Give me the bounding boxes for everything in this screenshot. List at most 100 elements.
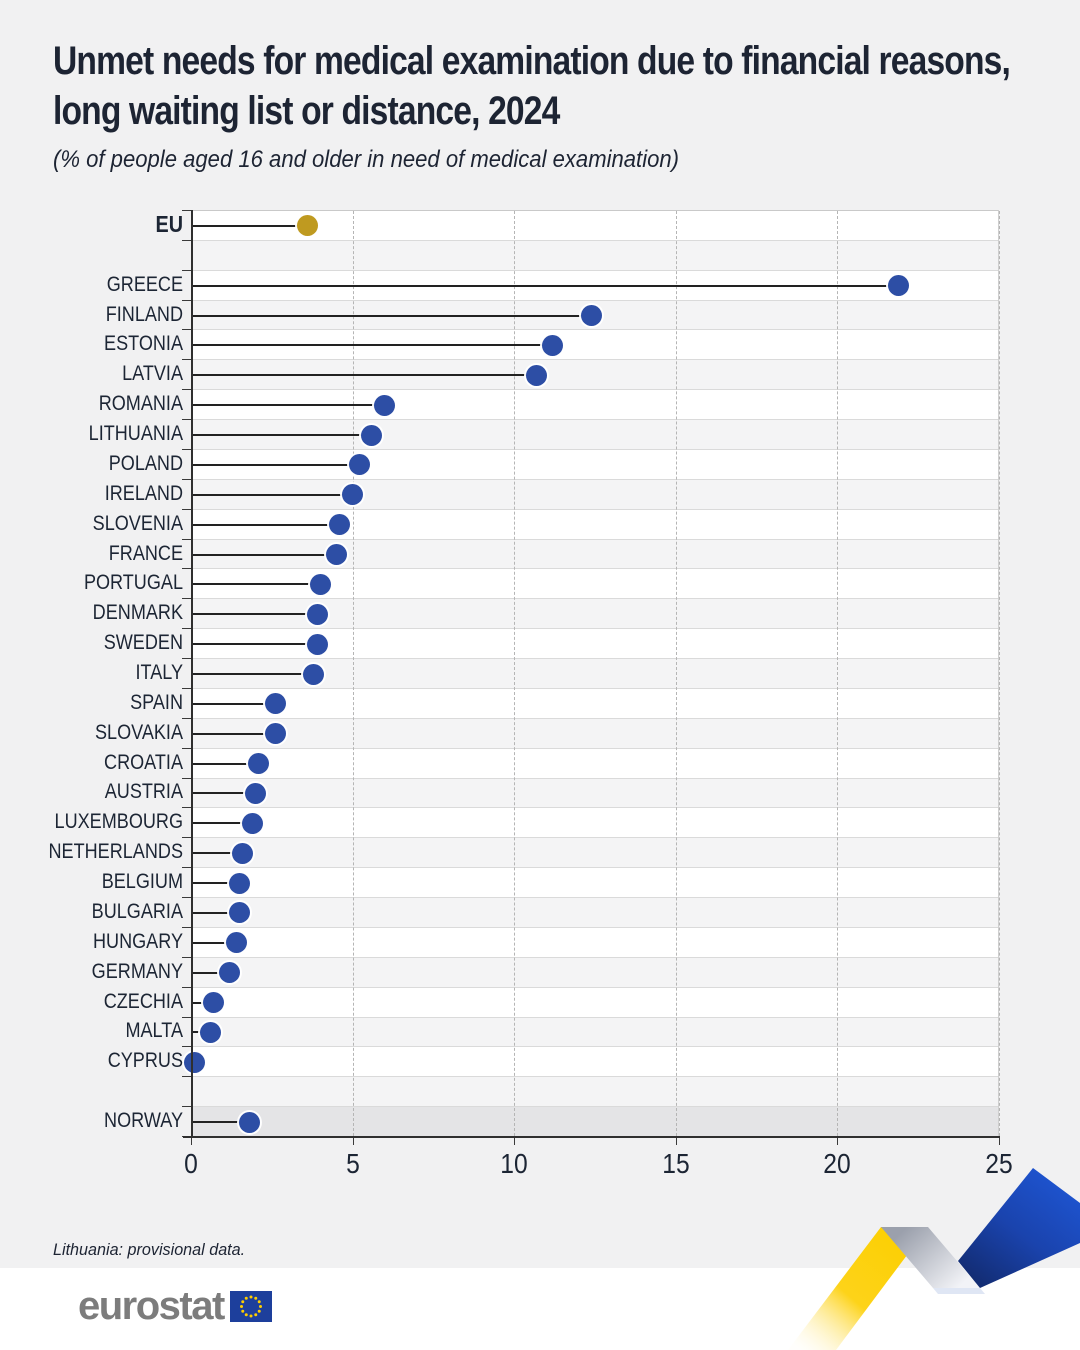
y-axis-tick bbox=[182, 837, 191, 839]
row-label-greece: GREECE bbox=[106, 272, 183, 296]
row-label-austria: AUSTRIA bbox=[104, 780, 183, 804]
row-label-slovenia: SLOVENIA bbox=[92, 511, 183, 535]
eu-flag-star bbox=[241, 1299, 245, 1303]
lollipop-dot-denmark bbox=[306, 603, 328, 625]
y-axis-tick bbox=[182, 867, 191, 869]
row-band-netherlands bbox=[191, 838, 998, 869]
y-axis-tick bbox=[182, 1016, 191, 1018]
x-axis-line bbox=[183, 1136, 1000, 1138]
lollipop-stem-italy bbox=[191, 673, 314, 675]
lollipop-stem-norway bbox=[191, 1121, 250, 1124]
row-label-eu: EU bbox=[155, 211, 183, 238]
lollipop-dot-netherlands bbox=[232, 842, 254, 864]
row-label-belgium: BELGIUM bbox=[101, 870, 183, 894]
y-axis-tick bbox=[182, 239, 191, 241]
row-label-france: FRANCE bbox=[108, 541, 183, 565]
eu-flag-star bbox=[258, 1304, 262, 1308]
lollipop-dot-poland bbox=[348, 454, 370, 476]
row-band-germany bbox=[191, 957, 998, 988]
row-label-latvia: LATVIA bbox=[122, 362, 183, 386]
lollipop-dot-croatia bbox=[248, 753, 270, 775]
lollipop-stem-netherlands bbox=[191, 852, 243, 855]
lollipop-dot-sweden bbox=[306, 633, 328, 655]
row-label-denmark: DENMARK bbox=[92, 601, 183, 625]
x-axis-tick-label-25: 25 bbox=[985, 1148, 1013, 1179]
lollipop-stem-ireland bbox=[191, 493, 353, 496]
y-axis-tick bbox=[182, 717, 191, 719]
row-label-portugal: PORTUGAL bbox=[83, 571, 183, 595]
lollipop-stem-sweden bbox=[191, 643, 318, 646]
footnote: Lithuania: provisional data. bbox=[53, 1240, 246, 1259]
lollipop-stem-hungary bbox=[191, 941, 237, 944]
row-band-bulgaria bbox=[191, 898, 998, 928]
lollipop-stem-austria bbox=[191, 792, 256, 795]
eu-flag-star bbox=[249, 1314, 253, 1317]
gridline-x-25 bbox=[999, 211, 1000, 1136]
lollipop-stem-bulgaria bbox=[191, 911, 240, 914]
y-axis-tick bbox=[182, 359, 191, 361]
x-axis-tick-10 bbox=[514, 1138, 516, 1145]
row-band-czechia bbox=[191, 987, 998, 1018]
x-axis-tick-0 bbox=[191, 1138, 192, 1145]
x-axis-tick-label-10: 10 bbox=[500, 1148, 528, 1179]
gridline-x-5 bbox=[352, 211, 354, 1136]
lollipop-stem-czechia bbox=[191, 1001, 214, 1004]
spacer-band bbox=[191, 1077, 998, 1108]
lollipop-stem-germany bbox=[191, 971, 230, 974]
row-label-czechia: CZECHIA bbox=[103, 989, 183, 1013]
row-label-luxembourg: LUXEMBOURG bbox=[54, 810, 183, 834]
eu-flag-star bbox=[241, 1309, 245, 1313]
row-band-belgium bbox=[191, 868, 998, 899]
page-title-line1: Unmet needs for medical examination due … bbox=[53, 39, 1011, 83]
lollipop-dot-ireland bbox=[342, 484, 364, 506]
eu-flag-star bbox=[249, 1295, 253, 1298]
eu-flag-star bbox=[244, 1296, 248, 1300]
row-label-slovakia: SLOVAKIA bbox=[94, 720, 183, 744]
lollipop-stem-spain bbox=[191, 702, 276, 705]
x-axis-tick-15 bbox=[675, 1138, 677, 1145]
y-axis-tick bbox=[182, 568, 191, 570]
y-axis-tick bbox=[182, 419, 191, 421]
y-axis-tick bbox=[182, 538, 191, 540]
y-axis-tick bbox=[182, 747, 191, 749]
y-axis-line bbox=[191, 210, 193, 1136]
y-axis-tick bbox=[182, 658, 191, 660]
x-axis-tick-label-5: 5 bbox=[345, 1148, 360, 1179]
lollipop-dot-estonia bbox=[542, 334, 564, 356]
y-axis-tick bbox=[182, 210, 191, 211]
row-label-netherlands: NETHERLANDS bbox=[48, 840, 184, 864]
row-band-cyprus bbox=[191, 1047, 998, 1078]
row-label-estonia: ESTONIA bbox=[104, 332, 183, 356]
eu-flag-star bbox=[257, 1309, 261, 1313]
y-axis-tick bbox=[182, 926, 191, 928]
lollipop-stem-croatia bbox=[191, 762, 259, 765]
lollipop-dot-portugal bbox=[309, 573, 331, 595]
y-axis-tick bbox=[182, 508, 191, 510]
lollipop-stem-finland bbox=[191, 314, 592, 317]
lollipop-dot-france bbox=[325, 544, 347, 566]
lollipop-stem-lithuania bbox=[191, 434, 372, 437]
lollipop-stem-luxembourg bbox=[191, 822, 253, 825]
y-axis-tick bbox=[182, 448, 191, 450]
lollipop-dot-hungary bbox=[225, 932, 247, 954]
y-axis-tick bbox=[182, 986, 191, 988]
lollipop-dot-italy bbox=[303, 663, 325, 685]
x-axis-tick-20 bbox=[837, 1138, 839, 1145]
lollipop-stem-slovenia bbox=[191, 523, 340, 526]
lollipop-dot-slovakia bbox=[264, 723, 286, 745]
lollipop-dot-romania bbox=[374, 394, 396, 416]
eu-flag-star bbox=[254, 1296, 258, 1300]
row-label-hungary: HUNGARY bbox=[93, 929, 183, 953]
lollipop-dot-czechia bbox=[203, 992, 225, 1014]
lollipop-dot-luxembourg bbox=[241, 812, 263, 834]
y-axis-tick bbox=[182, 628, 191, 630]
y-axis-tick bbox=[182, 956, 191, 958]
y-axis-tick bbox=[182, 329, 191, 331]
row-band-austria bbox=[191, 778, 998, 809]
row-label-sweden: SWEDEN bbox=[103, 631, 183, 655]
x-axis-tick-25 bbox=[999, 1138, 1000, 1145]
lollipop-stem-estonia bbox=[191, 344, 553, 347]
x-axis-tick-5 bbox=[352, 1138, 354, 1145]
lollipop-chart-plot-area bbox=[183, 210, 1000, 1137]
